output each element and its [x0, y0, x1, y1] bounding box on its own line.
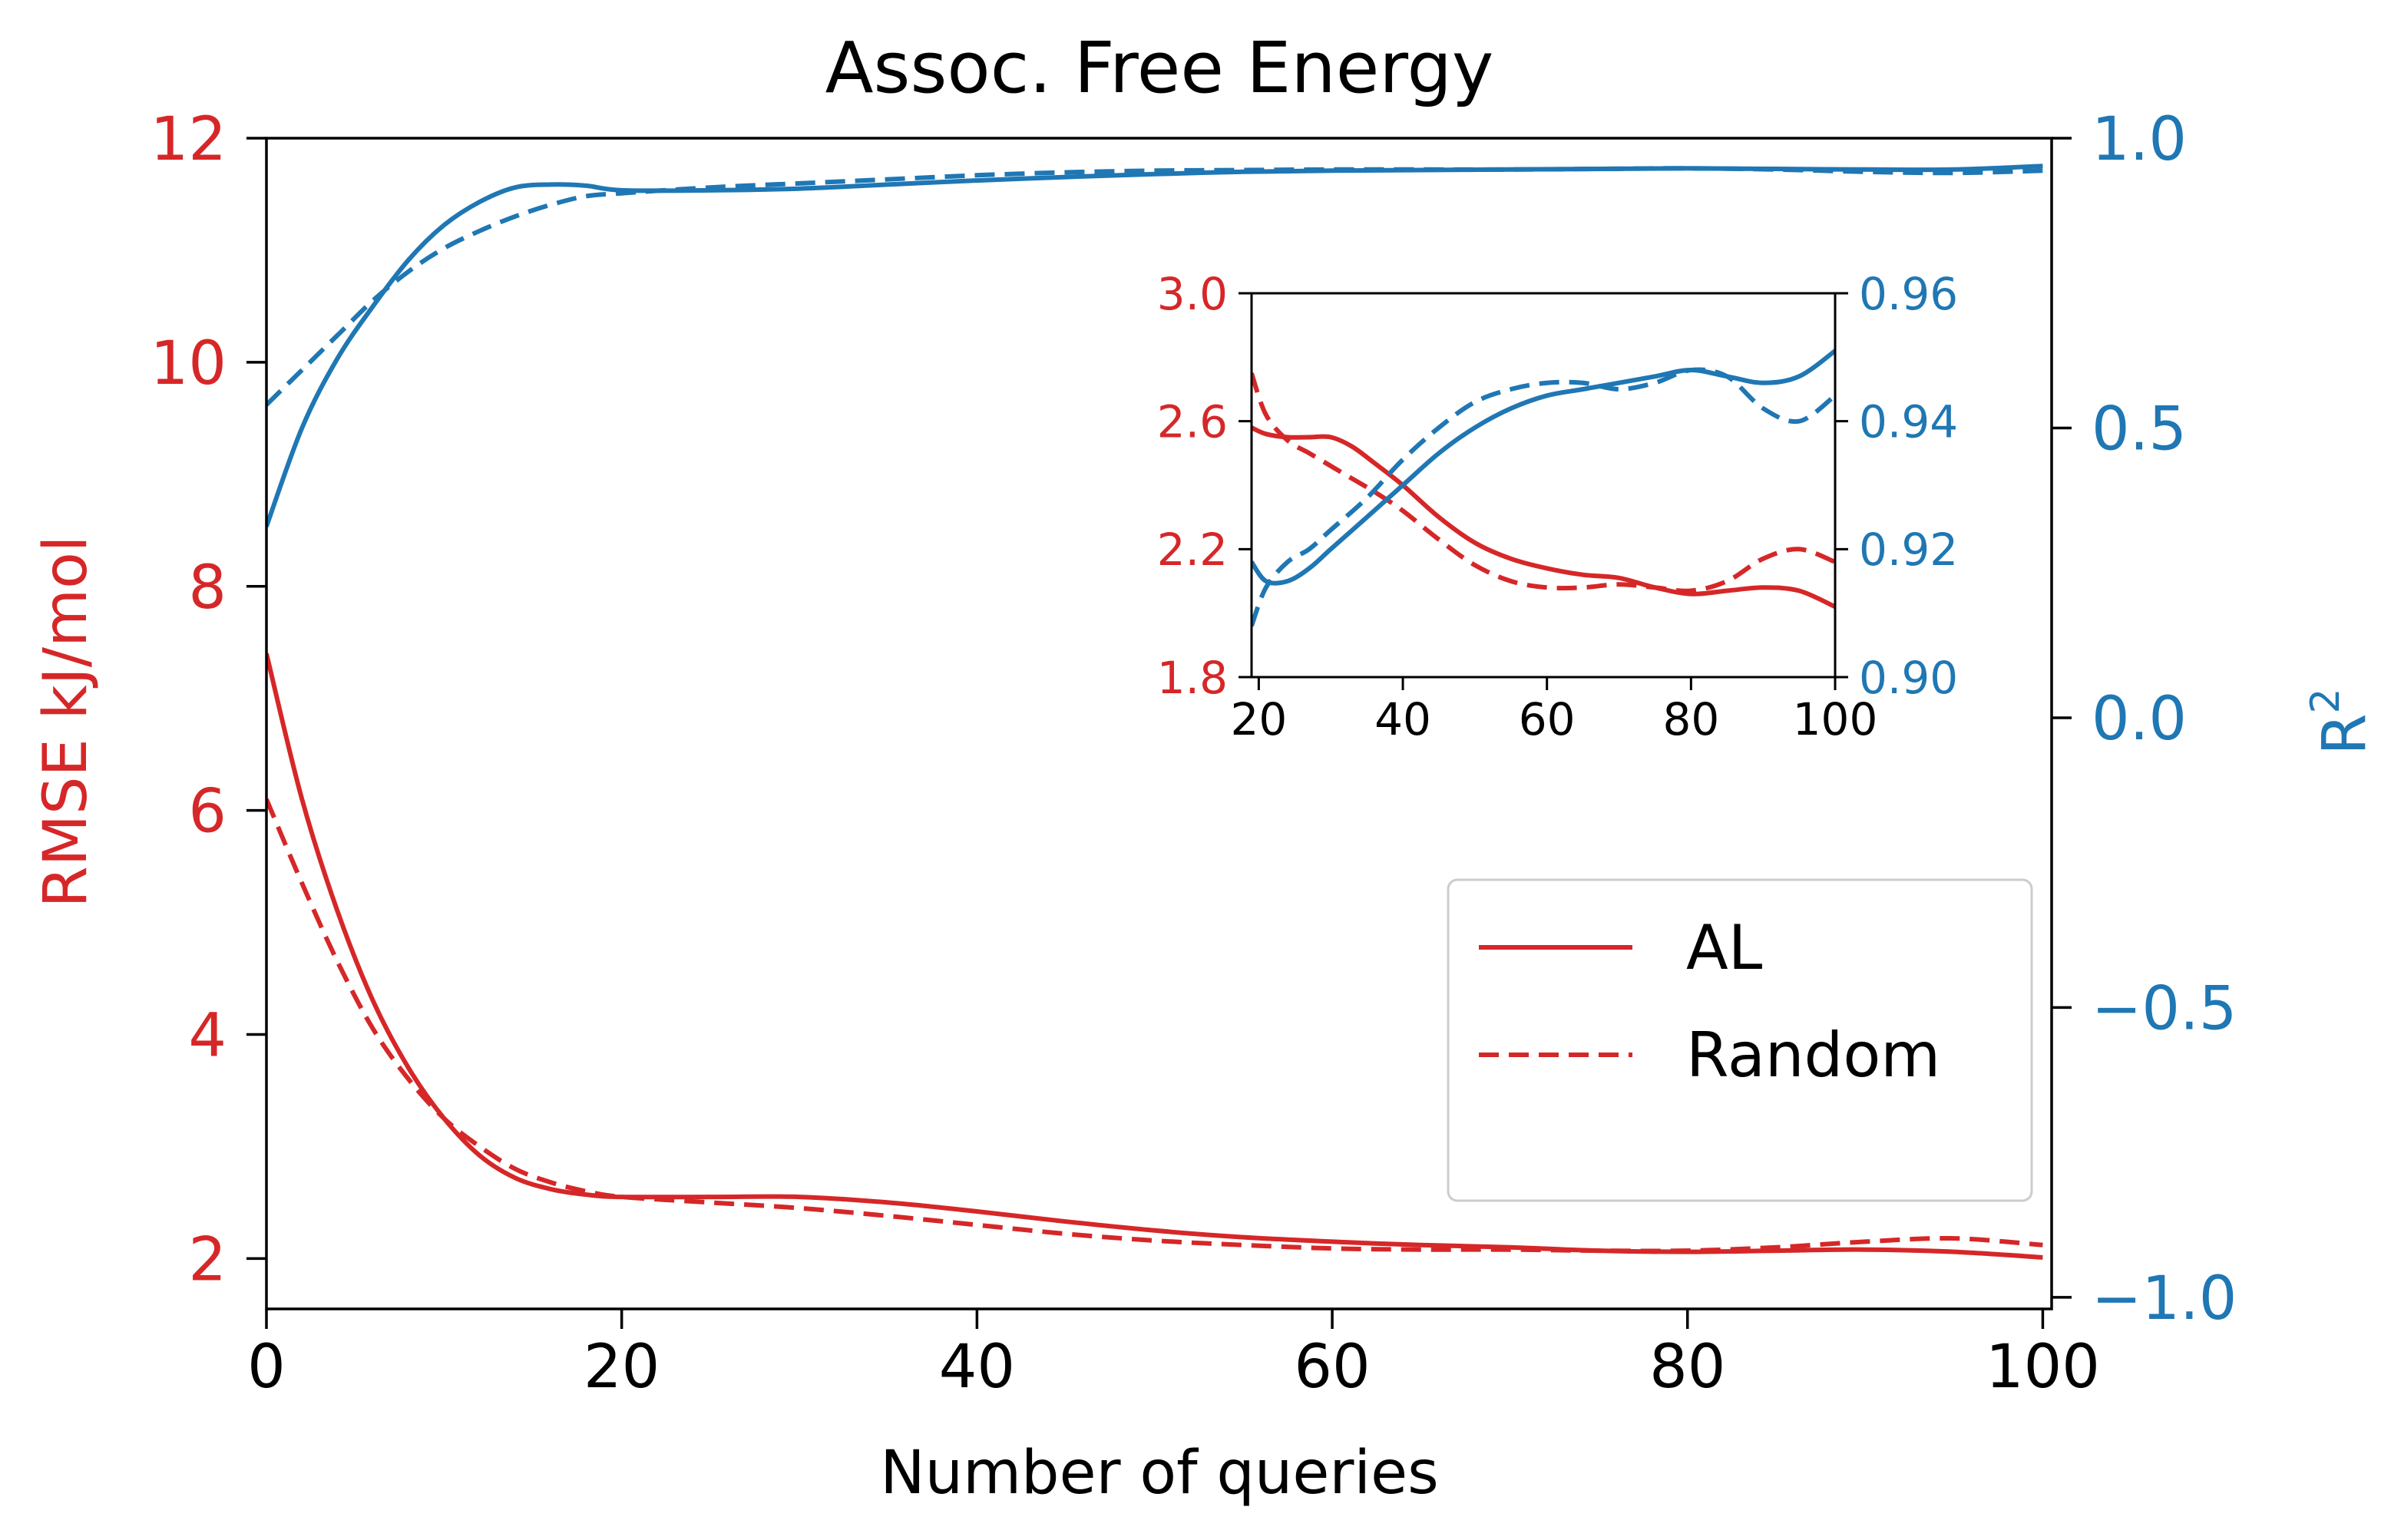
- main-y-right-tick-label: 0.0: [2092, 685, 2187, 754]
- chart-title: Assoc. Free Energy: [825, 27, 1494, 109]
- main-y-left-tick-label: 8: [188, 554, 227, 623]
- inset-y-left-tick-label: 3.0: [1157, 268, 1228, 320]
- main-x-tick-label: 40: [939, 1333, 1015, 1402]
- main-y-right-tick-label: −0.5: [2092, 975, 2237, 1044]
- inset-x-tick-label: 100: [1793, 693, 1878, 745]
- main-y-left-tick-label: 10: [150, 329, 227, 398]
- x-axis-label: Number of queries: [880, 1439, 1438, 1508]
- inset-y-right-tick-label: 0.90: [1859, 652, 1958, 704]
- inset-series-random-rmse-line: [1252, 372, 1835, 593]
- inset-series-random-r2-line: [1252, 367, 1835, 627]
- inset-y-right-tick-label: 0.92: [1859, 524, 1958, 576]
- y-axis-left-label: RMSE kJ/mol: [31, 536, 101, 908]
- legend-label-random: Random: [1686, 1020, 1940, 1091]
- main-y-left-tick-label: 4: [188, 1002, 227, 1071]
- inset-plot-area: 20 40 60 80 100 1.8 2.2 2.6 3.0 0.90 0.92 0.94 0.96: [1157, 268, 1958, 760]
- legend-label-al: AL: [1686, 912, 1763, 983]
- main-series-al-r2-line: [266, 164, 2043, 527]
- main-y-right-tick-label: −1.0: [2092, 1264, 2237, 1333]
- main-x-tick-label: 80: [1649, 1333, 1725, 1402]
- main-series-random-r2-line: [266, 166, 2043, 407]
- main-plot-area: 0 20 40 60 80 100 2 4 6 8 10 12 −1.0 −0.5 0.0 0.5 1.0: [150, 105, 2237, 1402]
- inset-x-tick-label: 80: [1662, 693, 1719, 745]
- inset-x-tick-label: 20: [1230, 693, 1287, 745]
- inset-y-right-tick-label: 0.94: [1859, 396, 1958, 448]
- inset-series-group: [1252, 349, 1835, 627]
- main-series-random-rmse-line: [266, 798, 2043, 1254]
- inset-y-left-tick-label: 2.2: [1157, 524, 1228, 576]
- main-frame: [265, 137, 2053, 1310]
- inset-y-left-tick-label: 2.6: [1157, 396, 1228, 448]
- main-x-tick-label: 20: [584, 1333, 660, 1402]
- inset-y-right-tick-label: 0.96: [1859, 268, 1958, 320]
- main-x-tick-label: 100: [1986, 1333, 2100, 1402]
- main-x-tick-label: 0: [247, 1333, 286, 1402]
- inset-frame: [1250, 292, 1837, 679]
- main-x-tick-label: 60: [1294, 1333, 1370, 1402]
- main-y-left-tick-label: 6: [188, 778, 227, 847]
- inset-x-tick-label: 40: [1374, 693, 1431, 745]
- inset-y-left-tick-label: 1.8: [1157, 652, 1228, 704]
- legend-box: [1447, 878, 2033, 1202]
- main-y-left-tick-label: 12: [150, 105, 227, 174]
- main-y-right-tick-label: 0.5: [2092, 395, 2187, 464]
- main-series-group: [266, 164, 2043, 1260]
- y-axis-right-label: R2: [2303, 688, 2380, 755]
- main-y-left-tick-label: 2: [188, 1225, 227, 1294]
- inset-series-al-rmse-line: [1252, 425, 1835, 610]
- inset-x-tick-label: 60: [1519, 693, 1576, 745]
- svg-text:R2: R2: [2303, 688, 2380, 755]
- y-axis-right-label-base: R: [2310, 713, 2380, 755]
- legend: AL Random: [1447, 878, 2033, 1202]
- y-axis-right-label-sup: 2: [2303, 688, 2349, 713]
- main-y-right-tick-label: 1.0: [2092, 105, 2187, 174]
